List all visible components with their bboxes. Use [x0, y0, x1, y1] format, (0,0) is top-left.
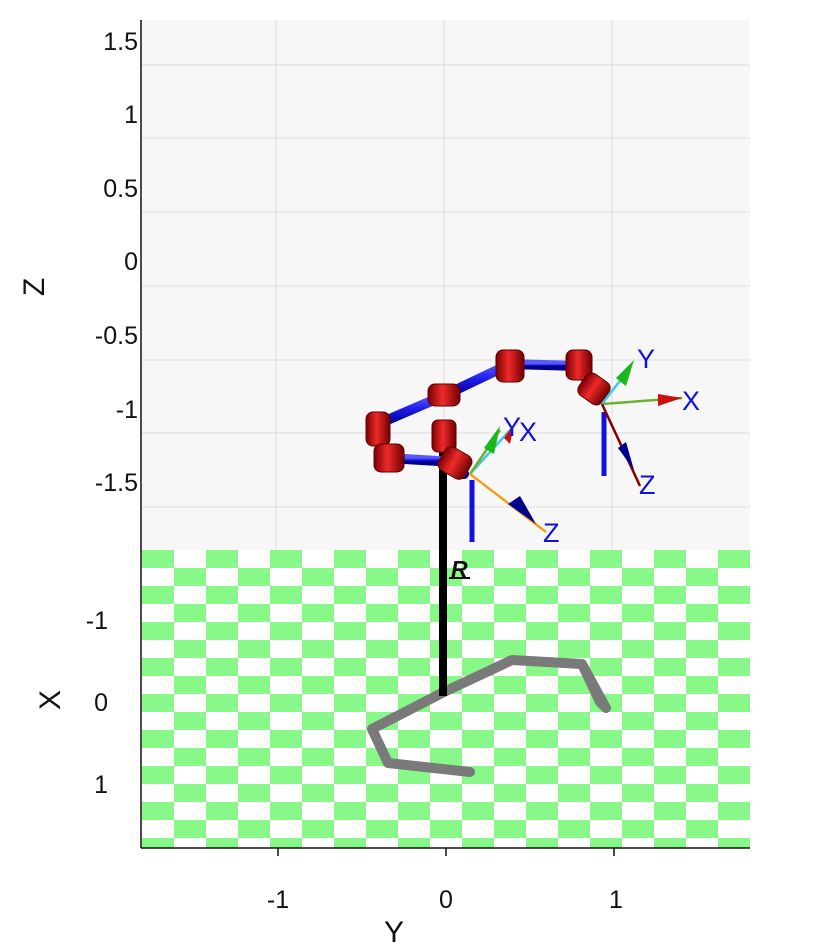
- frame-axis-label-z: Z: [639, 470, 656, 500]
- joint: [565, 349, 593, 381]
- frame-axis-label-y: Y: [637, 344, 655, 374]
- coordinate-frame-right: X Y Z: [600, 344, 700, 500]
- frame-axis-label-x: X: [519, 417, 537, 447]
- z-tick-label: 1: [124, 101, 138, 129]
- joint: [577, 372, 611, 406]
- joint: [495, 349, 525, 383]
- frame-axis-label-z: Z: [543, 518, 560, 548]
- x-tick-label: -1: [86, 607, 108, 635]
- base-label: R: [451, 556, 468, 582]
- y-tick-label: 1: [609, 886, 623, 914]
- joint: [437, 446, 473, 480]
- z-tick-label: -1.5: [95, 469, 138, 497]
- y-axis-label: Y: [384, 916, 404, 949]
- z-tick-label: 0.5: [103, 175, 138, 203]
- x-tick-label: 0: [94, 689, 108, 717]
- z-tick-label: 0: [124, 248, 138, 276]
- x-tick-label: 1: [94, 771, 108, 799]
- joint: [373, 443, 405, 473]
- z-tick-label: -0.5: [95, 322, 138, 350]
- y-tick-label: 0: [439, 886, 453, 914]
- joint: [365, 411, 391, 447]
- z-tick-label: 1.5: [103, 28, 138, 56]
- joint: [427, 383, 461, 407]
- robot-joints: [365, 349, 611, 480]
- frame-axis-label-y: Y: [503, 412, 521, 442]
- z-tick-label: -1: [116, 396, 138, 424]
- x-axis-label: X: [34, 690, 67, 710]
- frame-axis-label-x: X: [682, 386, 700, 416]
- z-axis-label: Z: [18, 278, 51, 296]
- coordinate-frame-center: Y X Z: [468, 412, 560, 548]
- trajectory-shadow: [367, 655, 611, 777]
- y-tick-label: -1: [267, 886, 289, 914]
